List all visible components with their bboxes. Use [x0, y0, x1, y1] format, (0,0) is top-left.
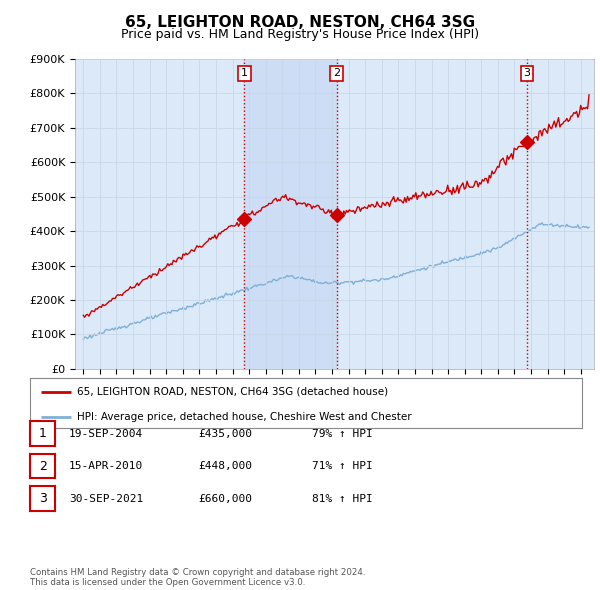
- Text: 65, LEIGHTON ROAD, NESTON, CH64 3SG (detached house): 65, LEIGHTON ROAD, NESTON, CH64 3SG (det…: [77, 386, 388, 396]
- Text: 19-SEP-2004: 19-SEP-2004: [69, 429, 143, 438]
- Point: [239, 214, 249, 224]
- Point: [522, 137, 532, 146]
- Text: £435,000: £435,000: [198, 429, 252, 438]
- Text: HPI: Average price, detached house, Cheshire West and Chester: HPI: Average price, detached house, Ches…: [77, 412, 412, 422]
- Text: £448,000: £448,000: [198, 461, 252, 471]
- Text: 79% ↑ HPI: 79% ↑ HPI: [312, 429, 373, 438]
- Text: Price paid vs. HM Land Registry's House Price Index (HPI): Price paid vs. HM Land Registry's House …: [121, 28, 479, 41]
- Text: £660,000: £660,000: [198, 494, 252, 503]
- Text: 1: 1: [241, 68, 248, 78]
- Text: 30-SEP-2021: 30-SEP-2021: [69, 494, 143, 503]
- Text: 3: 3: [523, 68, 530, 78]
- Point: [332, 210, 341, 219]
- Bar: [244, 59, 337, 369]
- Text: 1: 1: [38, 427, 47, 440]
- Text: 15-APR-2010: 15-APR-2010: [69, 461, 143, 471]
- Text: 81% ↑ HPI: 81% ↑ HPI: [312, 494, 373, 503]
- Text: 2: 2: [38, 460, 47, 473]
- Text: Contains HM Land Registry data © Crown copyright and database right 2024.
This d: Contains HM Land Registry data © Crown c…: [30, 568, 365, 587]
- Text: 71% ↑ HPI: 71% ↑ HPI: [312, 461, 373, 471]
- Text: 3: 3: [38, 492, 47, 505]
- Text: 65, LEIGHTON ROAD, NESTON, CH64 3SG: 65, LEIGHTON ROAD, NESTON, CH64 3SG: [125, 15, 475, 30]
- Text: 2: 2: [333, 68, 340, 78]
